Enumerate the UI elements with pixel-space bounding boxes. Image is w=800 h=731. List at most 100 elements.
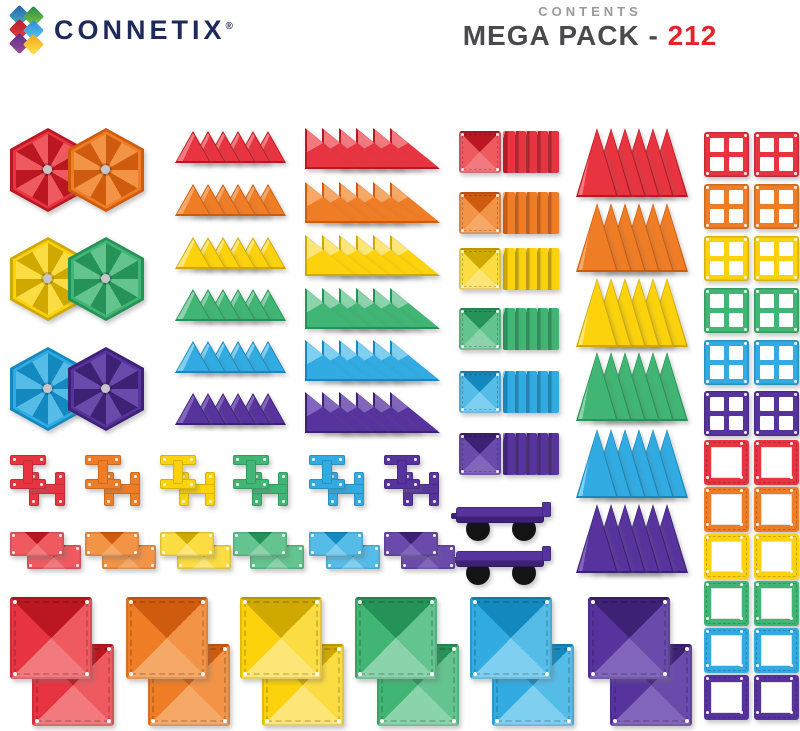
hexagon-center-dot: [43, 384, 52, 393]
right-triangle-tile-orange: [390, 182, 440, 223]
h-clip-bar: [10, 479, 46, 489]
small-square-tile-purple: [536, 433, 548, 475]
h-clip-bar: [384, 479, 420, 489]
contents-label: CONTENTS: [538, 4, 642, 19]
rivet-dot: [223, 647, 227, 651]
rivet-dot: [461, 408, 464, 411]
small-square-tile-purple: [514, 433, 526, 475]
small-square-tile-orange: [459, 192, 501, 234]
small-square-dash: [462, 374, 498, 410]
rivet-dot: [265, 719, 269, 723]
h-clip-tile-yellow: [160, 455, 196, 489]
h-clip-tile-green: [252, 472, 288, 506]
rivet-dot: [794, 342, 797, 345]
rivet-dot: [794, 224, 797, 227]
rivet-dot: [450, 564, 453, 567]
rivet-dot: [134, 551, 137, 554]
hexagon-center-dot: [101, 165, 110, 174]
window-pane: [760, 365, 774, 379]
window-square-tile-blue: [754, 340, 799, 385]
rivet-dot: [311, 551, 314, 554]
rivet-dot: [706, 431, 709, 434]
rivet-dot: [151, 547, 154, 550]
rivet-dot: [756, 393, 759, 396]
window-square-tile-purple: [754, 391, 799, 436]
rivet-dot: [706, 476, 709, 479]
right-triangle-tile-blue: [305, 340, 355, 381]
pieces-canvas: [0, 60, 800, 731]
rivet-dot: [794, 276, 797, 279]
rivet-dot: [13, 600, 17, 604]
pack-name: MEGA PACK -: [462, 20, 668, 51]
large-square-dash: [592, 601, 666, 675]
right-triangle-face: [307, 130, 353, 167]
rivet-dot: [790, 523, 793, 526]
small-square-dash: [462, 251, 498, 287]
rivet-dot: [40, 483, 43, 486]
rivet-dot: [473, 672, 477, 676]
window-pane: [779, 261, 793, 275]
window-pane: [779, 157, 793, 171]
rivet-dot: [794, 186, 797, 189]
h-clip-tile-red: [29, 472, 65, 506]
rivet-dot: [461, 194, 464, 197]
rivet-dot: [461, 229, 464, 232]
window-square-tile-red: [704, 132, 749, 177]
header: CONNETIX® CONTENTS MEGA PACK - 212: [0, 0, 800, 60]
rivet-dot: [243, 600, 247, 604]
small-triangle-tile-yellow: [175, 237, 211, 269]
window-pane: [760, 416, 774, 430]
small-square-tile-yellow: [547, 248, 559, 290]
rivet-dot: [414, 483, 417, 486]
tall-triangle-face: [578, 506, 616, 571]
rivet-dot: [790, 489, 793, 492]
border-square-tile-red: [754, 440, 799, 485]
rivet-dot: [756, 570, 759, 573]
rivet-dot: [756, 583, 759, 586]
small-triangle-face: [177, 186, 209, 214]
car-chassis: [456, 507, 544, 523]
rivet-dot: [756, 290, 759, 293]
rivet-dot: [567, 719, 571, 723]
small-square-tile-blue: [514, 371, 526, 413]
h-clip-bar: [104, 484, 140, 494]
tall-triangle-face: [578, 205, 616, 270]
rivet-dot: [567, 647, 571, 651]
border-square-dash: [706, 536, 747, 577]
border-square-dash: [756, 489, 797, 530]
rivet-dot: [433, 534, 436, 537]
rivet-dot: [706, 342, 709, 345]
rivet-dot: [756, 476, 759, 479]
h-clip-bar: [397, 460, 407, 484]
rivet-dot: [201, 672, 205, 676]
window-pane: [729, 313, 743, 327]
h-clip-bar: [160, 479, 196, 489]
rivet-dot: [235, 551, 238, 554]
window-pane: [710, 346, 724, 360]
rivet-dot: [311, 534, 314, 537]
rivet-dot: [134, 534, 137, 537]
rivet-dot: [263, 458, 266, 461]
rivet-dot: [756, 238, 759, 241]
large-square-tile-yellow: [240, 597, 322, 679]
rivet-dot: [162, 551, 165, 554]
border-square-dash: [706, 677, 747, 718]
hexagon-center-dot: [43, 274, 52, 283]
rivet-dot: [282, 475, 285, 478]
small-square-tile-yellow: [503, 248, 515, 290]
rivet-dot: [790, 677, 793, 680]
rivet-dot: [685, 719, 689, 723]
rivet-dot: [107, 719, 111, 723]
car-axle-stub: [451, 557, 459, 563]
h-clip-tile-blue: [309, 455, 345, 489]
logo-diamond-yellow: [22, 33, 45, 56]
rivet-dot: [299, 547, 302, 550]
rivet-dot: [59, 475, 62, 478]
rivet-dot: [85, 672, 89, 676]
small-square-tile-red: [459, 131, 501, 173]
h-clip-tile-orange: [85, 455, 121, 489]
rivet-dot: [744, 186, 747, 189]
rivet-dot: [433, 475, 436, 478]
hexagon-center-dot: [101, 384, 110, 393]
right-triangle-face: [307, 237, 353, 274]
